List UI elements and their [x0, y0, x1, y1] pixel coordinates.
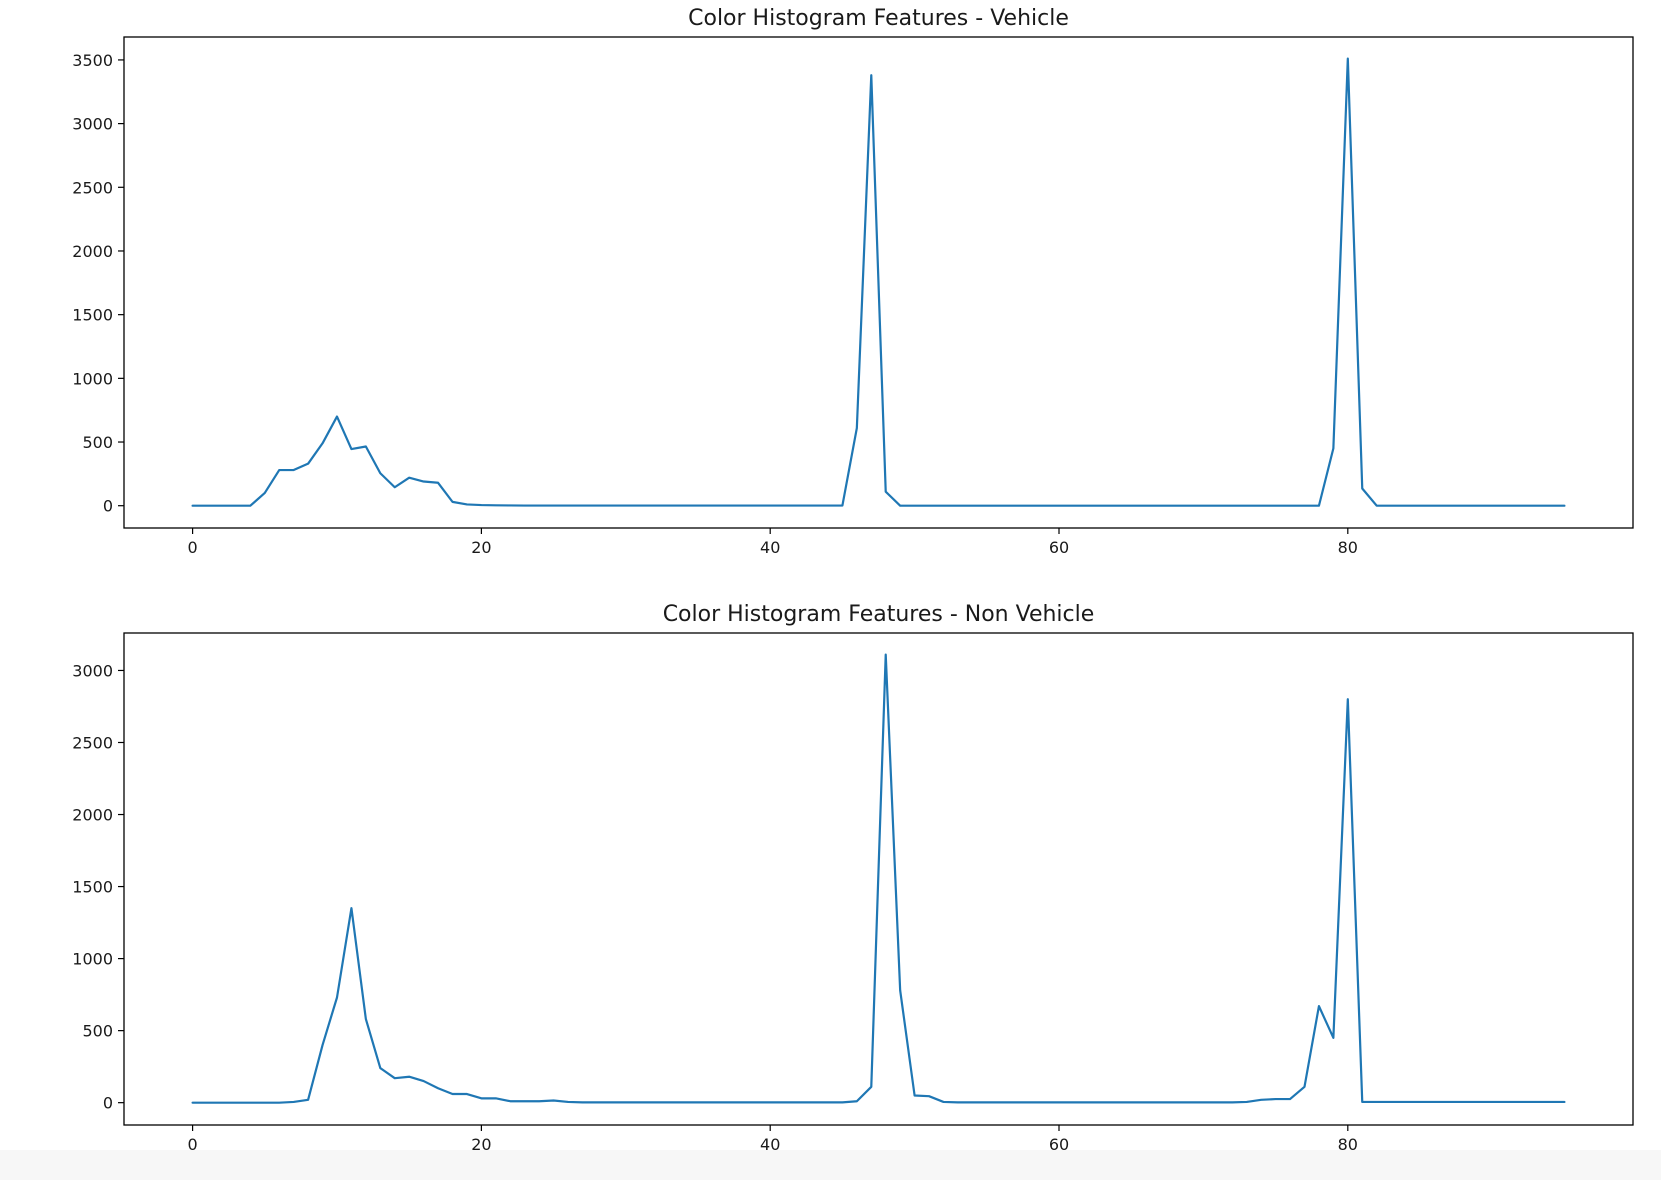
x-tick-label: 40 — [760, 538, 780, 557]
chart-title: Color Histogram Features - Non Vehicle — [663, 602, 1095, 627]
axes-frame — [123, 36, 1634, 529]
x-tick-label: 80 — [1338, 1135, 1358, 1154]
series-line — [191, 57, 1566, 507]
y-tick-label: 1000 — [72, 369, 113, 388]
y-tick-label: 2500 — [72, 733, 113, 752]
y-tick-label: 3000 — [72, 661, 113, 680]
y-tick-label: 1500 — [72, 306, 113, 325]
y-tick-label: 2500 — [72, 178, 113, 197]
x-tick-label: 80 — [1338, 538, 1358, 557]
x-tick-label: 40 — [760, 1135, 780, 1154]
y-tick-label: 0 — [103, 497, 113, 516]
bottom-band — [0, 1150, 1661, 1180]
y-tick-label: 1000 — [72, 950, 113, 969]
chart-panel-non-vehicle: Color Histogram Features - Non Vehicle 0… — [72, 602, 1634, 1154]
y-tick-label: 3000 — [72, 115, 113, 134]
x-tick-label: 20 — [471, 538, 491, 557]
x-tick-label: 0 — [187, 1135, 197, 1154]
y-tick-label: 500 — [82, 1022, 113, 1041]
y-tick-label: 3500 — [72, 51, 113, 70]
x-tick-label: 60 — [1049, 1135, 1069, 1154]
y-tick-label: 2000 — [72, 806, 113, 825]
series-line — [191, 653, 1566, 1104]
axes-frame — [123, 632, 1634, 1126]
y-tick-label: 1500 — [72, 878, 113, 897]
chart-title: Color Histogram Features - Vehicle — [688, 6, 1069, 31]
x-tick-label: 0 — [187, 538, 197, 557]
y-tick-label: 2000 — [72, 242, 113, 261]
x-tick-label: 60 — [1049, 538, 1069, 557]
y-tick-label: 500 — [82, 433, 113, 452]
x-tick-label: 20 — [471, 1135, 491, 1154]
chart-panel-vehicle: Color Histogram Features - Vehicle 0 20 40… — [72, 6, 1634, 557]
y-tick-label: 0 — [103, 1094, 113, 1113]
